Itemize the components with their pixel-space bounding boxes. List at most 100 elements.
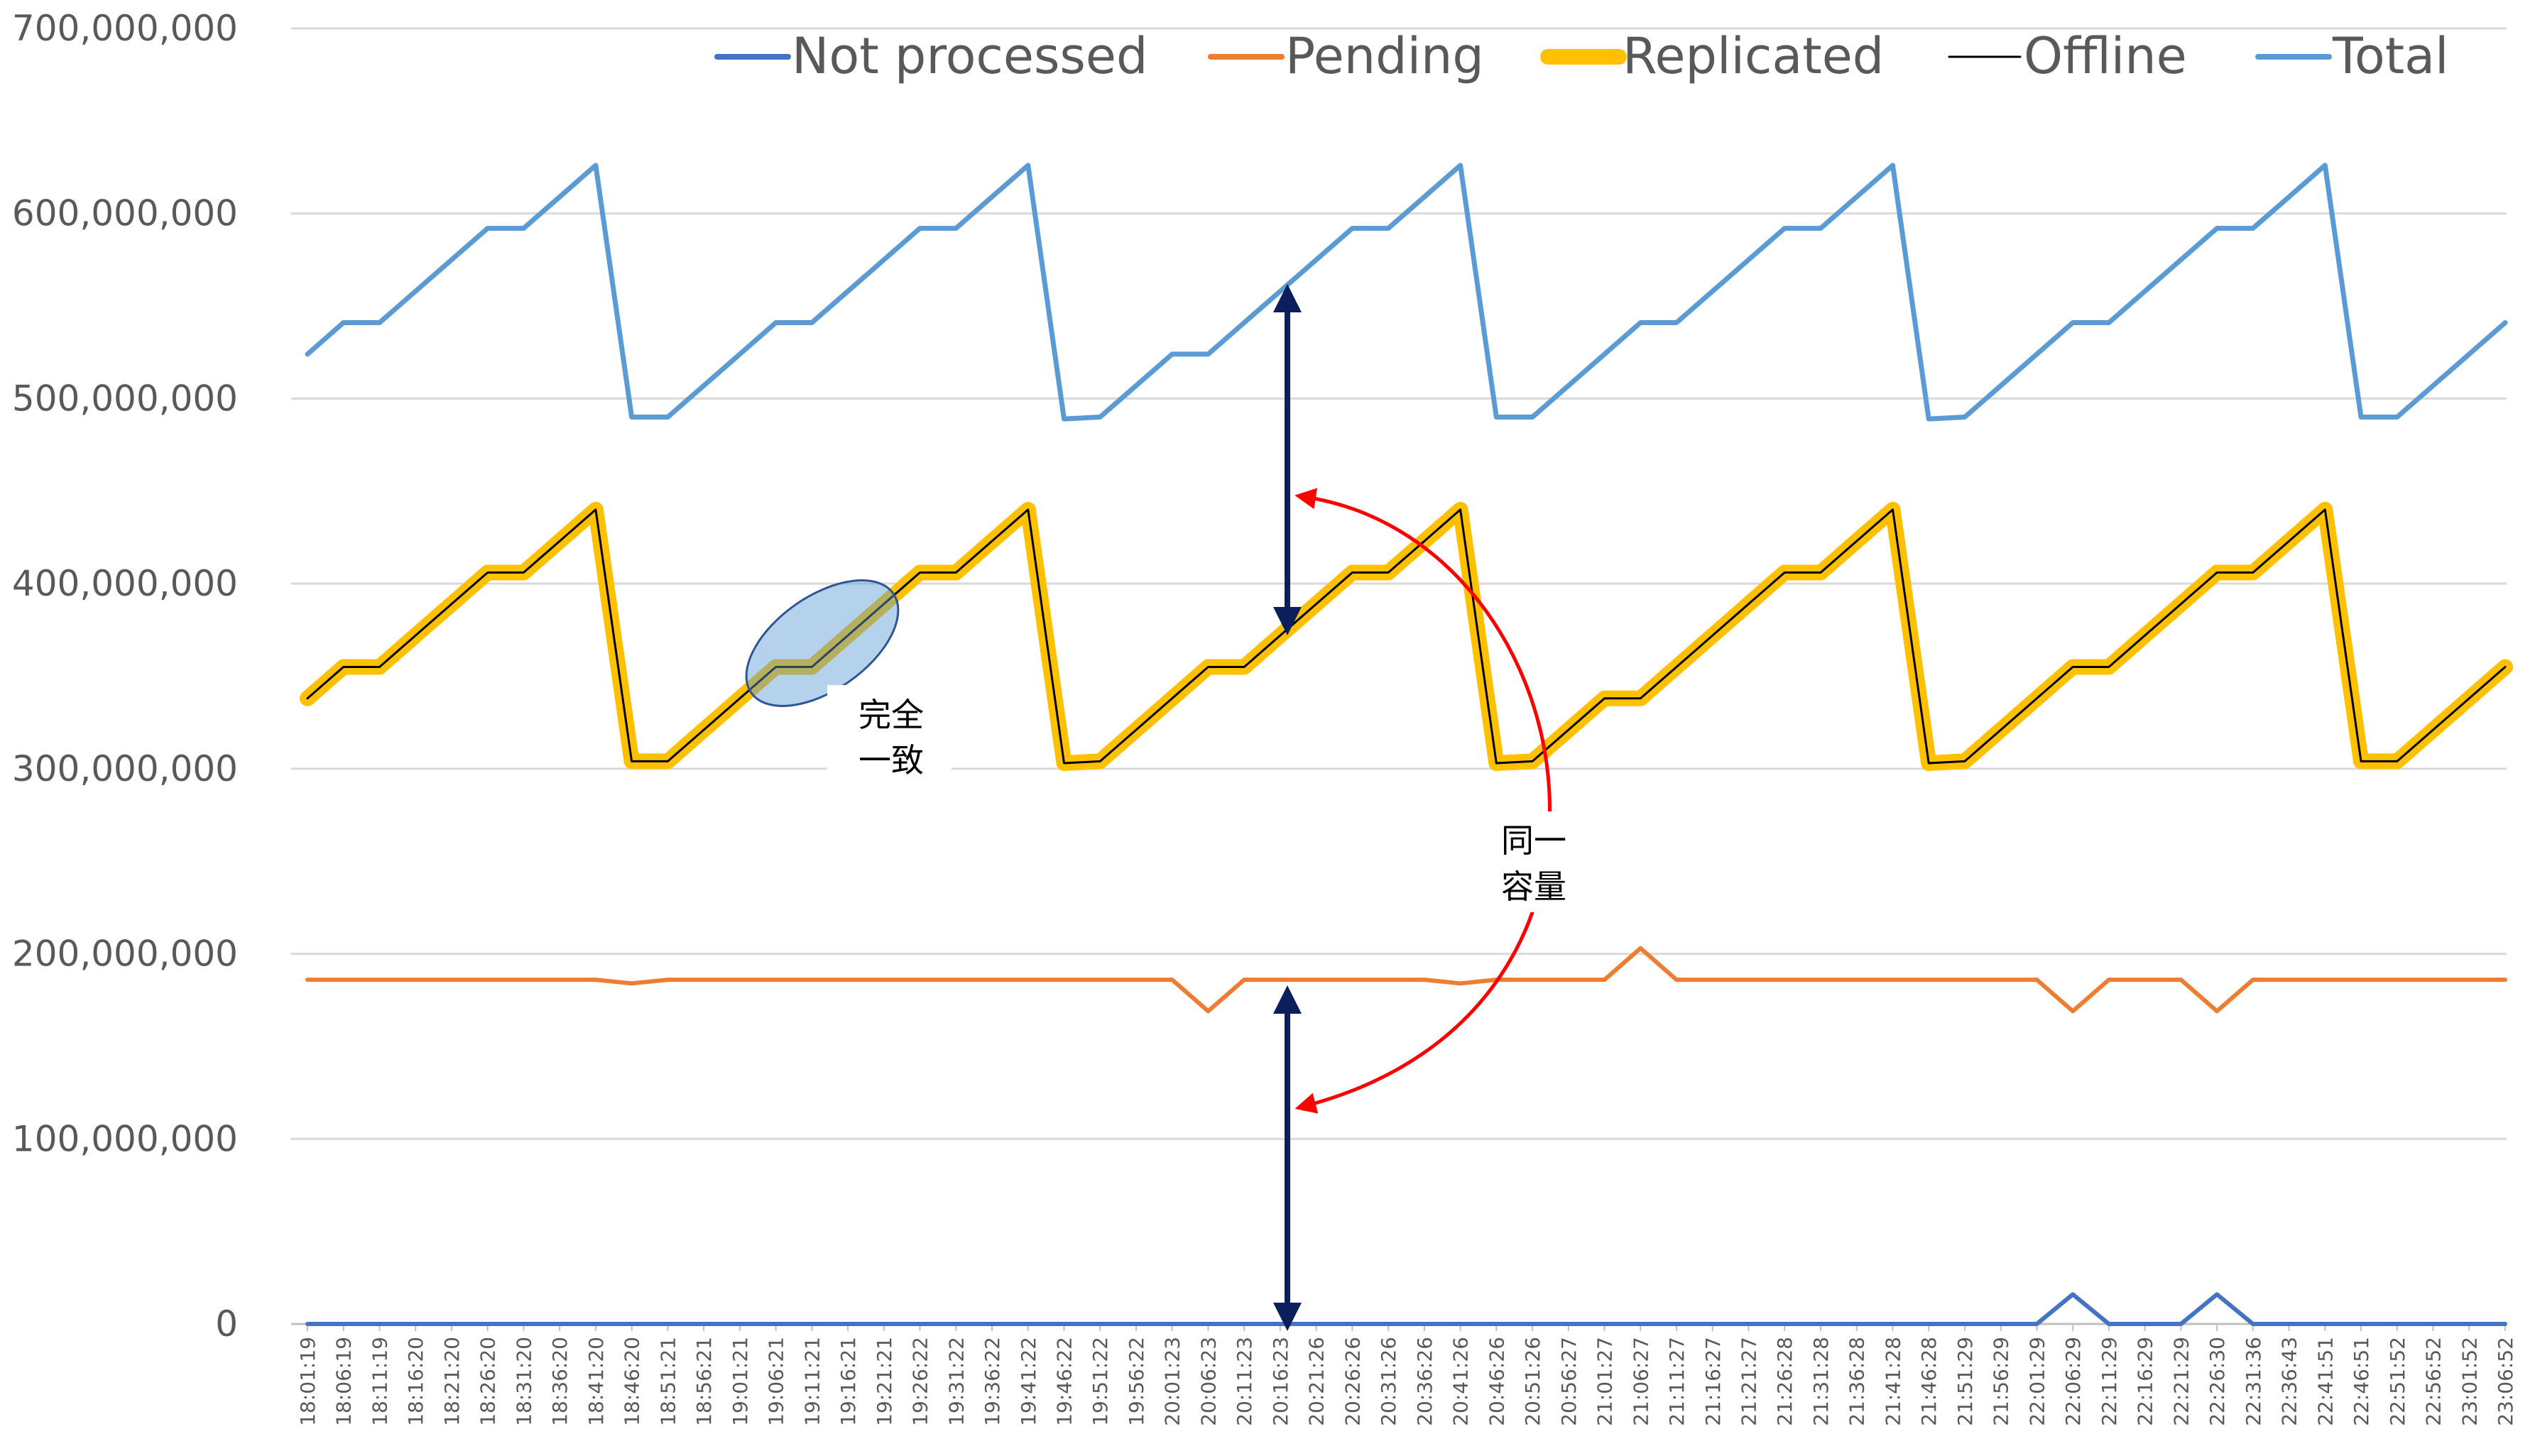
x-tick-label: 21:01:27 — [1593, 1337, 1617, 1426]
x-tick-label: 18:21:20 — [440, 1337, 464, 1426]
x-tick-label: 21:11:27 — [1665, 1337, 1689, 1426]
x-tick-label: 18:01:19 — [296, 1337, 320, 1426]
x-tick-label: 18:46:20 — [621, 1337, 644, 1426]
legend-label: Replicated — [1623, 27, 1884, 85]
x-tick-label: 20:21:26 — [1305, 1337, 1329, 1426]
x-tick-label: 18:56:21 — [692, 1337, 716, 1426]
x-tick-label: 21:16:27 — [1701, 1337, 1725, 1426]
x-tick-label: 20:16:23 — [1269, 1337, 1292, 1426]
x-tick-label: 21:26:28 — [1773, 1337, 1797, 1426]
x-tick-label: 22:16:29 — [2134, 1337, 2157, 1426]
x-tick-label: 20:31:26 — [1377, 1337, 1400, 1426]
x-tick-label: 22:26:30 — [2206, 1337, 2229, 1426]
legend-label: Not processed — [792, 27, 1147, 85]
legend: Not processed Pending Replicated Offline Tot… — [714, 27, 2448, 85]
legend-item-offline: Offline — [1948, 27, 2187, 85]
legend-item-pending: Pending — [1208, 27, 1484, 85]
x-tick-label: 21:21:27 — [1738, 1337, 1761, 1426]
x-tick-label: 18:11:19 — [368, 1337, 391, 1426]
y-tick-label: 300,000,000 — [12, 748, 238, 789]
annotations: 完全 一致 同一 容量 — [745, 284, 1591, 1331]
legend-label: Pending — [1285, 27, 1484, 85]
legend-label: Total — [2332, 27, 2448, 85]
x-tick-label: 21:41:28 — [1881, 1337, 1904, 1426]
x-tick-label: 21:06:27 — [1629, 1337, 1652, 1426]
x-tick-label: 18:26:20 — [476, 1337, 500, 1426]
x-tick-label: 19:06:21 — [765, 1337, 788, 1426]
x-tick-label: 18:51:21 — [656, 1337, 680, 1426]
legend-item-not-processed: Not processed — [714, 27, 1147, 85]
x-tick-label: 23:01:52 — [2458, 1337, 2481, 1426]
same-capacity-label-line2: 容量 — [1501, 867, 1566, 906]
x-tick-label: 19:51:22 — [1089, 1337, 1112, 1426]
x-tick-label: 19:36:22 — [981, 1337, 1004, 1426]
match-label-background — [827, 685, 952, 784]
x-tick-label: 22:11:29 — [2098, 1337, 2121, 1426]
x-tick-label: 19:31:22 — [944, 1337, 968, 1426]
x-tick-label: 22:21:29 — [2169, 1337, 2193, 1426]
y-tick-label: 400,000,000 — [12, 563, 238, 604]
x-tick-label: 20:11:23 — [1233, 1337, 1256, 1426]
series-line-not-processed — [305, 1292, 2507, 1326]
x-tick-label: 18:31:20 — [512, 1337, 535, 1426]
x-tick-label: 20:56:27 — [1557, 1337, 1581, 1426]
x-tick-label: 22:06:29 — [2061, 1337, 2085, 1426]
legend-item-total: Total — [2255, 27, 2448, 85]
x-tick-label: 19:16:21 — [836, 1337, 860, 1426]
x-axis-ticks: 18:01:19 18:06:19 18:11:19 18:16:20 18:21:20… — [296, 1324, 2517, 1426]
legend-label: Offline — [2024, 27, 2187, 85]
x-tick-label: 20:51:26 — [1521, 1337, 1544, 1426]
x-tick-label: 18:36:20 — [548, 1337, 572, 1426]
x-tick-label: 20:26:26 — [1341, 1337, 1364, 1426]
x-tick-label: 19:56:22 — [1125, 1337, 1148, 1426]
x-tick-label: 21:36:28 — [1846, 1337, 1869, 1426]
x-tick-label: 19:01:21 — [729, 1337, 752, 1426]
x-tick-label: 22:46:51 — [2350, 1337, 2373, 1426]
series-line-replicated — [300, 501, 2513, 771]
x-tick-label: 22:01:29 — [2025, 1337, 2049, 1426]
x-tick-label: 21:51:29 — [1953, 1337, 1977, 1426]
x-tick-label: 20:01:23 — [1161, 1337, 1184, 1426]
y-tick-label: 0 — [215, 1303, 238, 1345]
x-tick-label: 19:21:21 — [873, 1337, 896, 1426]
x-tick-label: 22:36:43 — [2278, 1337, 2301, 1426]
x-tick-label: 18:16:20 — [404, 1337, 427, 1426]
x-tick-label: 21:56:29 — [1990, 1337, 2013, 1426]
series-line-offline — [306, 508, 2507, 765]
x-tick-label: 22:51:52 — [2386, 1337, 2409, 1426]
x-tick-label: 19:46:22 — [1052, 1337, 1076, 1426]
x-tick-label: 23:06:52 — [2494, 1337, 2517, 1426]
x-tick-label: 21:31:28 — [1809, 1337, 1833, 1426]
x-tick-label: 20:06:23 — [1196, 1337, 1220, 1426]
x-tick-label: 22:31:36 — [2242, 1337, 2265, 1426]
y-tick-label: 200,000,000 — [12, 934, 238, 975]
x-tick-label: 19:41:22 — [1017, 1337, 1040, 1426]
series-line-total — [305, 163, 2508, 422]
match-highlight-ellipse — [745, 579, 900, 707]
same-capacity-label-background — [1477, 811, 1591, 912]
x-tick-label: 19:26:22 — [909, 1337, 932, 1426]
y-tick-label: 600,000,000 — [12, 193, 238, 234]
x-tick-label: 20:41:26 — [1449, 1337, 1473, 1426]
x-tick-label: 21:46:28 — [1917, 1337, 1941, 1426]
y-tick-label: 500,000,000 — [12, 378, 238, 419]
x-tick-label: 22:41:51 — [2313, 1337, 2337, 1426]
x-tick-label: 20:46:26 — [1485, 1337, 1508, 1426]
same-capacity-arc — [1294, 488, 1552, 1114]
x-tick-label: 20:36:26 — [1413, 1337, 1436, 1426]
x-tick-label: 18:41:20 — [584, 1337, 608, 1426]
match-label-line1: 完全 — [858, 696, 924, 734]
match-label-line2: 一致 — [858, 741, 924, 779]
y-tick-label: 700,000,000 — [12, 8, 238, 49]
y-tick-label: 100,000,000 — [12, 1118, 238, 1159]
x-tick-label: 19:11:21 — [800, 1337, 824, 1426]
series-line-pending — [305, 946, 2507, 1014]
legend-item-replicated: Replicated — [1540, 27, 1884, 85]
x-tick-label: 18:06:19 — [332, 1337, 356, 1426]
series-lines — [300, 163, 2513, 1326]
x-tick-label: 22:56:52 — [2422, 1337, 2446, 1426]
y-axis-ticks: 0 100,000,000 200,000,000 300,000,000 400,00… — [12, 8, 238, 1345]
same-capacity-label-line1: 同一 — [1501, 821, 1566, 860]
